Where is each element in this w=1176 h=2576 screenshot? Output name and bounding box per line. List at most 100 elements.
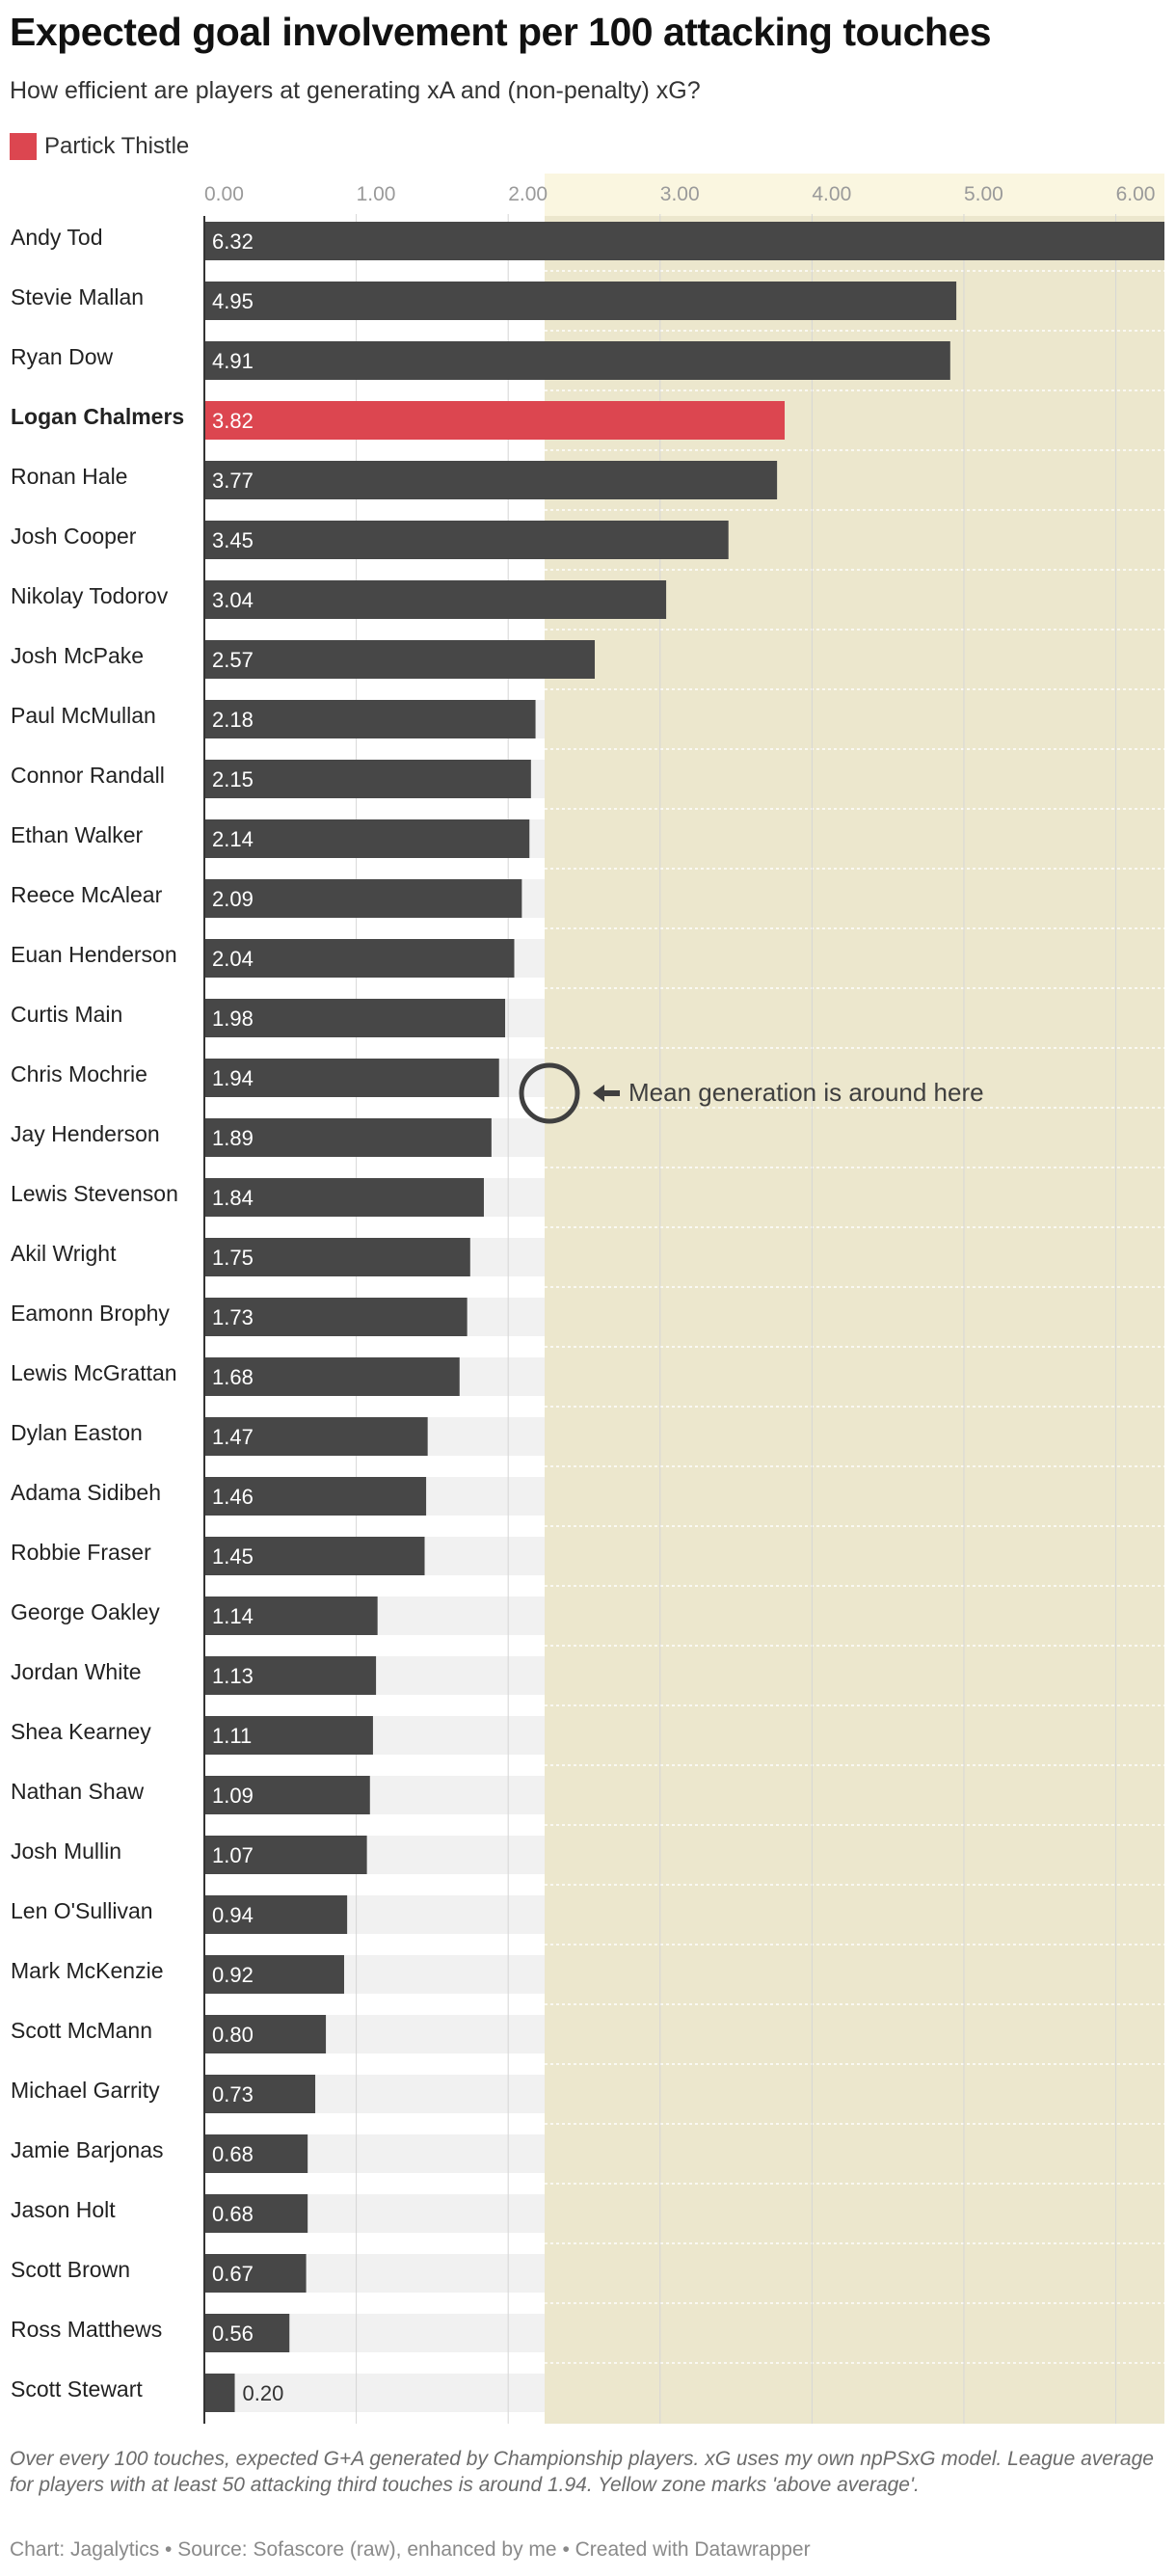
annotation-arrow (593, 1085, 621, 1102)
category-label: Chris Mochrie (11, 1061, 147, 1087)
value-label: 3.82 (212, 409, 254, 433)
category-label: Mark McKenzie (11, 1958, 163, 1983)
category-label: Lewis Stevenson (11, 1181, 178, 1206)
category-label: Andy Tod (11, 225, 102, 250)
category-label: Ross Matthews (11, 2317, 162, 2342)
category-label: Connor Randall (11, 763, 165, 788)
value-label: 1.68 (212, 1365, 254, 1389)
value-label: 0.68 (212, 2142, 254, 2166)
category-label: Jamie Barjonas (11, 2137, 164, 2162)
value-label: 2.04 (212, 947, 254, 971)
value-label: 1.07 (212, 1843, 254, 1867)
bar (204, 341, 950, 380)
value-label: 0.68 (212, 2202, 254, 2226)
category-label: Stevie Mallan (11, 284, 144, 309)
annotation-text: Mean generation is around here (628, 1078, 984, 1107)
value-label: 1.47 (212, 1425, 254, 1449)
bar (204, 1836, 367, 1874)
category-label: Michael Garrity (11, 2078, 160, 2103)
chart-title: Expected goal involvement per 100 attack… (10, 10, 992, 54)
category-label: Josh Mullin (11, 1838, 121, 1864)
category-label: Logan Chalmers (11, 404, 184, 429)
category-label: Scott McMann (11, 2018, 152, 2043)
category-label: Nathan Shaw (11, 1779, 144, 1804)
bar (204, 1895, 348, 1934)
bar (204, 2015, 327, 2053)
category-label: Ryan Dow (11, 344, 113, 369)
value-label: 1.11 (212, 1724, 252, 1748)
legend: Partick Thistle (10, 133, 189, 160)
value-label: 1.45 (212, 1544, 254, 1569)
value-label: 0.20 (243, 2381, 284, 2405)
category-label: Lewis McGrattan (11, 1360, 177, 1385)
bar (204, 1357, 460, 1396)
category-label: Robbie Fraser (11, 1540, 151, 1565)
above-average-zone-header (545, 174, 1164, 216)
value-label: 3.04 (212, 588, 254, 612)
value-label: 1.46 (212, 1485, 254, 1509)
category-label: Curtis Main (11, 1002, 122, 1027)
bar (204, 700, 536, 738)
bar (204, 939, 515, 978)
category-label: Reece McAlear (11, 882, 163, 907)
x-tick-label: 4.00 (812, 183, 851, 205)
bar (204, 2314, 290, 2352)
value-label: 0.92 (212, 1963, 254, 1987)
value-label: 2.14 (212, 827, 254, 851)
category-label: Jay Henderson (11, 1121, 160, 1146)
bar (204, 222, 1164, 260)
category-label: Paul McMullan (11, 703, 156, 728)
category-label: Ethan Walker (11, 822, 144, 847)
value-label: 3.45 (212, 528, 254, 552)
bar (204, 2075, 316, 2113)
x-tick-label: 1.00 (357, 183, 396, 205)
value-label: 2.15 (212, 767, 254, 792)
bar (204, 1597, 378, 1635)
chart-note: Over every 100 touches, expected G+A gen… (10, 2448, 1154, 2496)
bar (204, 1477, 427, 1516)
category-label: Eamonn Brophy (11, 1301, 170, 1326)
bar (204, 1537, 425, 1575)
category-label: Scott Stewart (11, 2376, 143, 2402)
category-label: Nikolay Todorov (11, 583, 169, 608)
x-tick-label: 3.00 (660, 183, 700, 205)
bar (204, 760, 531, 798)
value-label: 0.73 (212, 2082, 254, 2106)
category-label: Adama Sidibeh (11, 1480, 161, 1505)
category-label: George Oakley (11, 1599, 160, 1624)
legend-label: Partick Thistle (44, 133, 190, 159)
category-label: Jason Holt (11, 2197, 116, 2222)
category-label: Josh Cooper (11, 523, 137, 549)
x-tick-label: 5.00 (964, 183, 1003, 205)
x-tick-label: 6.00 (1116, 183, 1156, 205)
value-label: 0.67 (212, 2262, 254, 2286)
value-label: 1.13 (212, 1664, 254, 1688)
value-label: 1.94 (212, 1066, 254, 1090)
value-label: 0.80 (212, 2023, 254, 2047)
chart-credits: Chart: Jagalytics • Source: Sofascore (r… (10, 2538, 811, 2561)
value-label: 6.32 (212, 229, 254, 254)
x-tick-label: 0.00 (204, 183, 244, 205)
value-label: 0.94 (212, 1903, 254, 1927)
value-label: 2.57 (212, 648, 254, 672)
bar (204, 1776, 370, 1814)
value-label: 1.98 (212, 1006, 254, 1031)
annotation-circle (519, 1062, 580, 1124)
category-label: Dylan Easton (11, 1420, 143, 1445)
bar (204, 1656, 377, 1695)
bar (204, 2134, 308, 2173)
value-label: 1.09 (212, 1784, 254, 1808)
bar (204, 1716, 373, 1755)
value-label: 1.14 (212, 1604, 254, 1628)
bar (204, 1298, 468, 1336)
value-label: 1.75 (212, 1246, 254, 1270)
category-label: Ronan Hale (11, 464, 127, 489)
value-label: 1.89 (212, 1126, 254, 1150)
bar (204, 1059, 499, 1097)
chart-subtitle: How efficient are players at generating … (10, 77, 701, 104)
category-label: Euan Henderson (11, 942, 177, 967)
category-label: Scott Brown (11, 2257, 130, 2282)
bar (204, 999, 506, 1037)
bar-chart: 0.00 1.00 2.00 3.00 4.00 5.00 6.00 Andy Tod 6.32… (11, 174, 1164, 2424)
bar (204, 1118, 492, 1157)
